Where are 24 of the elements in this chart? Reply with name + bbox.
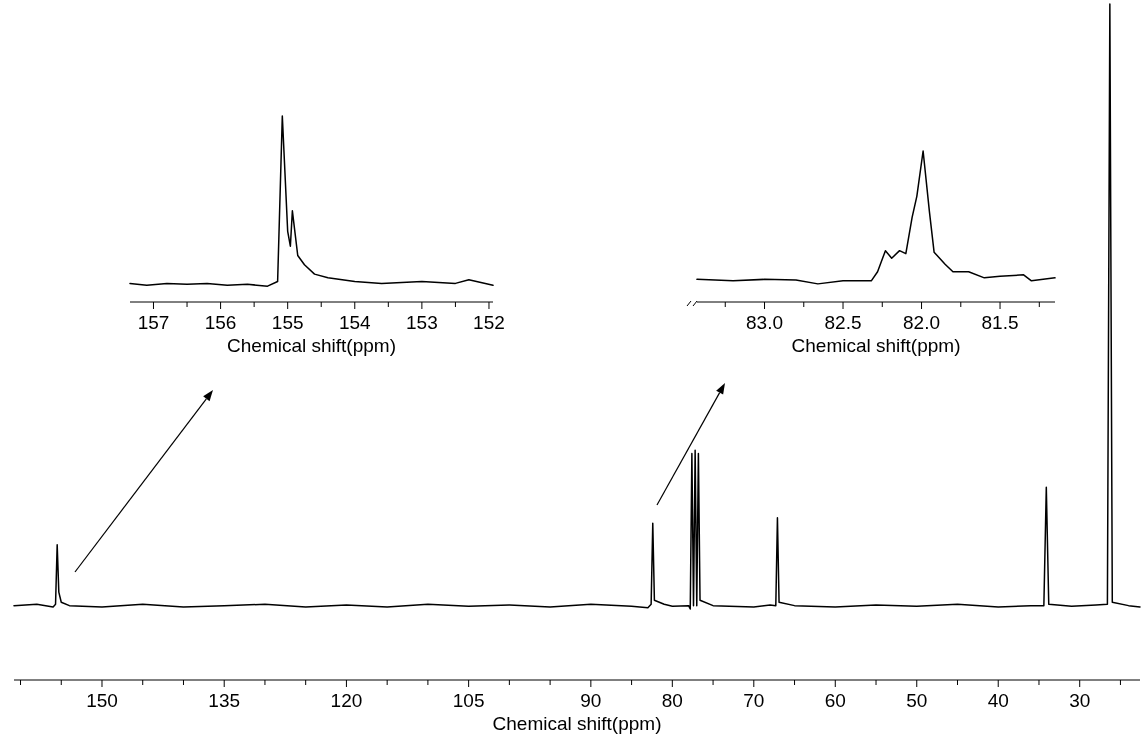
x-tick-label: 153 xyxy=(406,312,438,333)
x-tick-label: 30 xyxy=(1069,690,1091,711)
x-tick-label: 105 xyxy=(452,690,485,711)
x-tick-label: 70 xyxy=(743,690,765,711)
x-tick-label: 135 xyxy=(208,690,241,711)
x-tick-label: 83.0 xyxy=(746,312,784,333)
x-tick-label: 155 xyxy=(271,312,304,333)
x-tick-label: 154 xyxy=(338,312,372,333)
x-tick-label: 82.5 xyxy=(824,312,862,333)
x-tick-label: 80 xyxy=(661,690,683,711)
x-tick-label: 156 xyxy=(204,312,237,333)
x-tick-label: 81.5 xyxy=(981,312,1019,333)
x-tick-label: 40 xyxy=(987,690,1009,711)
x-tick-label: 82.0 xyxy=(903,312,941,333)
x-tick-label: 150 xyxy=(86,690,118,711)
x-tick-label: 152 xyxy=(473,312,505,333)
x-tick-label: 120 xyxy=(330,690,363,711)
x-tick-label: 157 xyxy=(137,312,170,333)
x-tick-label: 90 xyxy=(580,690,602,711)
x-tick-label: 60 xyxy=(824,690,846,711)
x-axis-title: Chemical shift(ppm) xyxy=(791,335,961,356)
x-axis-title: Chemical shift(ppm) xyxy=(227,335,396,356)
x-tick-label: 50 xyxy=(906,690,928,711)
x-axis-title: Chemical shift(ppm) xyxy=(492,713,662,734)
